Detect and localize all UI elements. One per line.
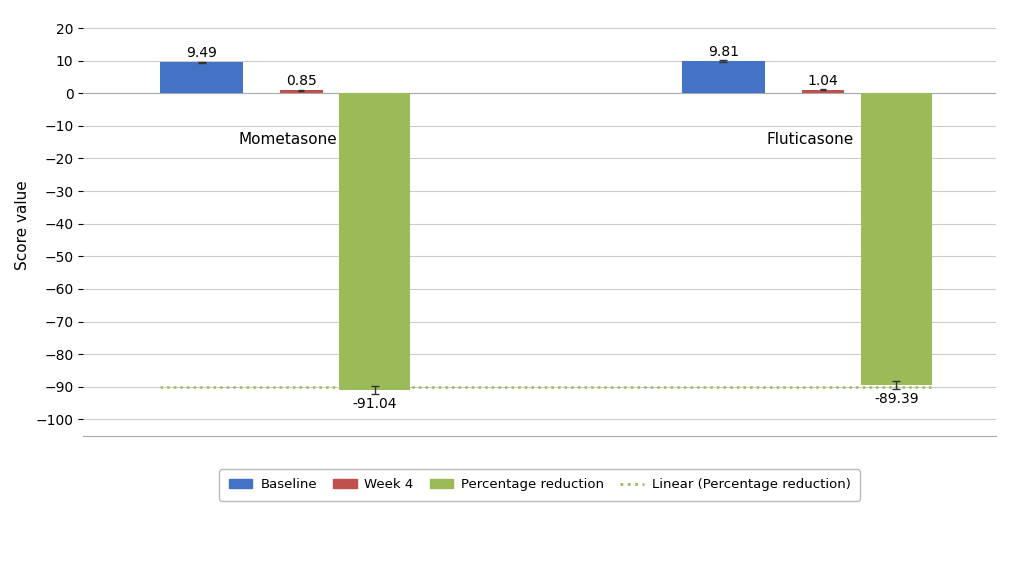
Text: 0.85: 0.85 — [286, 74, 316, 88]
Bar — [340, 93, 410, 390]
Text: 9.81: 9.81 — [708, 44, 739, 59]
Legend: Baseline, Week 4, Percentage reduction, Linear (Percentage reduction): Baseline, Week 4, Percentage reduction, … — [219, 469, 859, 500]
Text: 9.49: 9.49 — [186, 46, 217, 59]
Bar — [861, 93, 932, 385]
Text: -91.04: -91.04 — [353, 397, 397, 412]
Text: Fluticasone: Fluticasone — [766, 132, 853, 148]
Y-axis label: Score value: Score value — [15, 181, 30, 270]
Text: Mometasone: Mometasone — [239, 132, 338, 148]
Text: 1.04: 1.04 — [808, 74, 838, 88]
Bar — [161, 62, 244, 93]
Bar — [681, 62, 765, 93]
Bar — [280, 91, 323, 93]
Text: -89.39: -89.39 — [875, 392, 919, 406]
Bar — [802, 90, 844, 93]
